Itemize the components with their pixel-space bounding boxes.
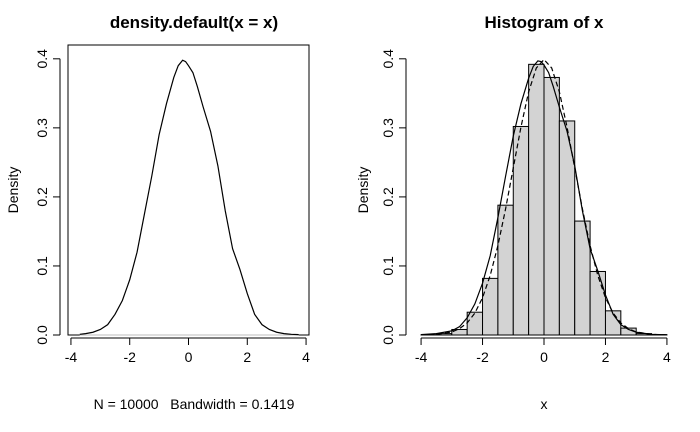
histogram-y-tick-label: 0.2 bbox=[380, 187, 396, 207]
histogram-bar bbox=[482, 277, 499, 336]
density-curve bbox=[79, 59, 299, 336]
density-x-tick-label: 0 bbox=[185, 349, 193, 365]
histogram-y-tick-label: 0.4 bbox=[380, 49, 396, 69]
density-y-tick-label: 0.1 bbox=[34, 256, 50, 276]
histogram-bar bbox=[466, 311, 484, 336]
histogram-title: Histogram of x bbox=[484, 13, 604, 32]
density-y-tick-label: 0.3 bbox=[34, 118, 50, 138]
histogram-y-axis-label: Density bbox=[355, 167, 371, 214]
histogram-y-tick-label: 0.1 bbox=[380, 256, 396, 276]
histogram-bar bbox=[589, 270, 606, 336]
density-title: density.default(x = x) bbox=[110, 13, 278, 32]
histogram-bar bbox=[451, 328, 468, 336]
histogram-panel: Histogram of x -4 -2 0 2 4 0.0 0.1 0.2 0.3 0.4 D… bbox=[355, 13, 671, 412]
histogram-y-tick-label: 0.0 bbox=[380, 325, 396, 345]
histogram-x-tick-label: -4 bbox=[415, 349, 428, 365]
histogram-x-tick-label: 0 bbox=[540, 349, 548, 365]
density-x-tick-label: -4 bbox=[65, 349, 78, 365]
histogram-x-tick-label: 4 bbox=[663, 349, 671, 365]
histogram-bar bbox=[528, 63, 545, 336]
density-y-tick-label: 0.4 bbox=[34, 49, 50, 69]
histogram-plot-area bbox=[420, 58, 668, 336]
density-x-tick-label: -2 bbox=[123, 349, 136, 365]
density-x-tick-label: 2 bbox=[243, 349, 251, 365]
density-x-tick-label: 4 bbox=[302, 349, 310, 365]
density-y-axis: 0.0 0.1 0.2 0.3 0.4 bbox=[34, 49, 61, 345]
histogram-x-axis: -4 -2 0 2 4 bbox=[415, 337, 671, 365]
density-x-axis: -4 -2 0 2 4 bbox=[65, 337, 310, 365]
density-plot-area bbox=[79, 59, 299, 336]
histogram-x-axis-label: x bbox=[541, 396, 548, 412]
histogram-x-tick-label: 2 bbox=[602, 349, 610, 365]
density-x-axis-label: N = 10000 Bandwidth = 0.1419 bbox=[94, 396, 295, 412]
histogram-bar bbox=[543, 76, 560, 336]
density-y-tick-label: 0.2 bbox=[34, 187, 50, 207]
density-y-tick-label: 0.0 bbox=[34, 325, 50, 345]
histogram-y-axis: 0.0 0.1 0.2 0.3 0.4 bbox=[380, 49, 407, 345]
histogram-bar bbox=[497, 204, 514, 336]
histogram-bar bbox=[512, 125, 530, 336]
histogram-x-tick-label: -2 bbox=[476, 349, 489, 365]
density-plot-frame bbox=[67, 44, 310, 336]
histogram-y-tick-label: 0.3 bbox=[380, 118, 396, 138]
density-panel: density.default(x = x) -4 -2 0 2 4 0.0 0.1 0.2… bbox=[5, 13, 310, 412]
density-y-axis-label: Density bbox=[5, 167, 21, 214]
normal-density-curve bbox=[421, 58, 667, 336]
